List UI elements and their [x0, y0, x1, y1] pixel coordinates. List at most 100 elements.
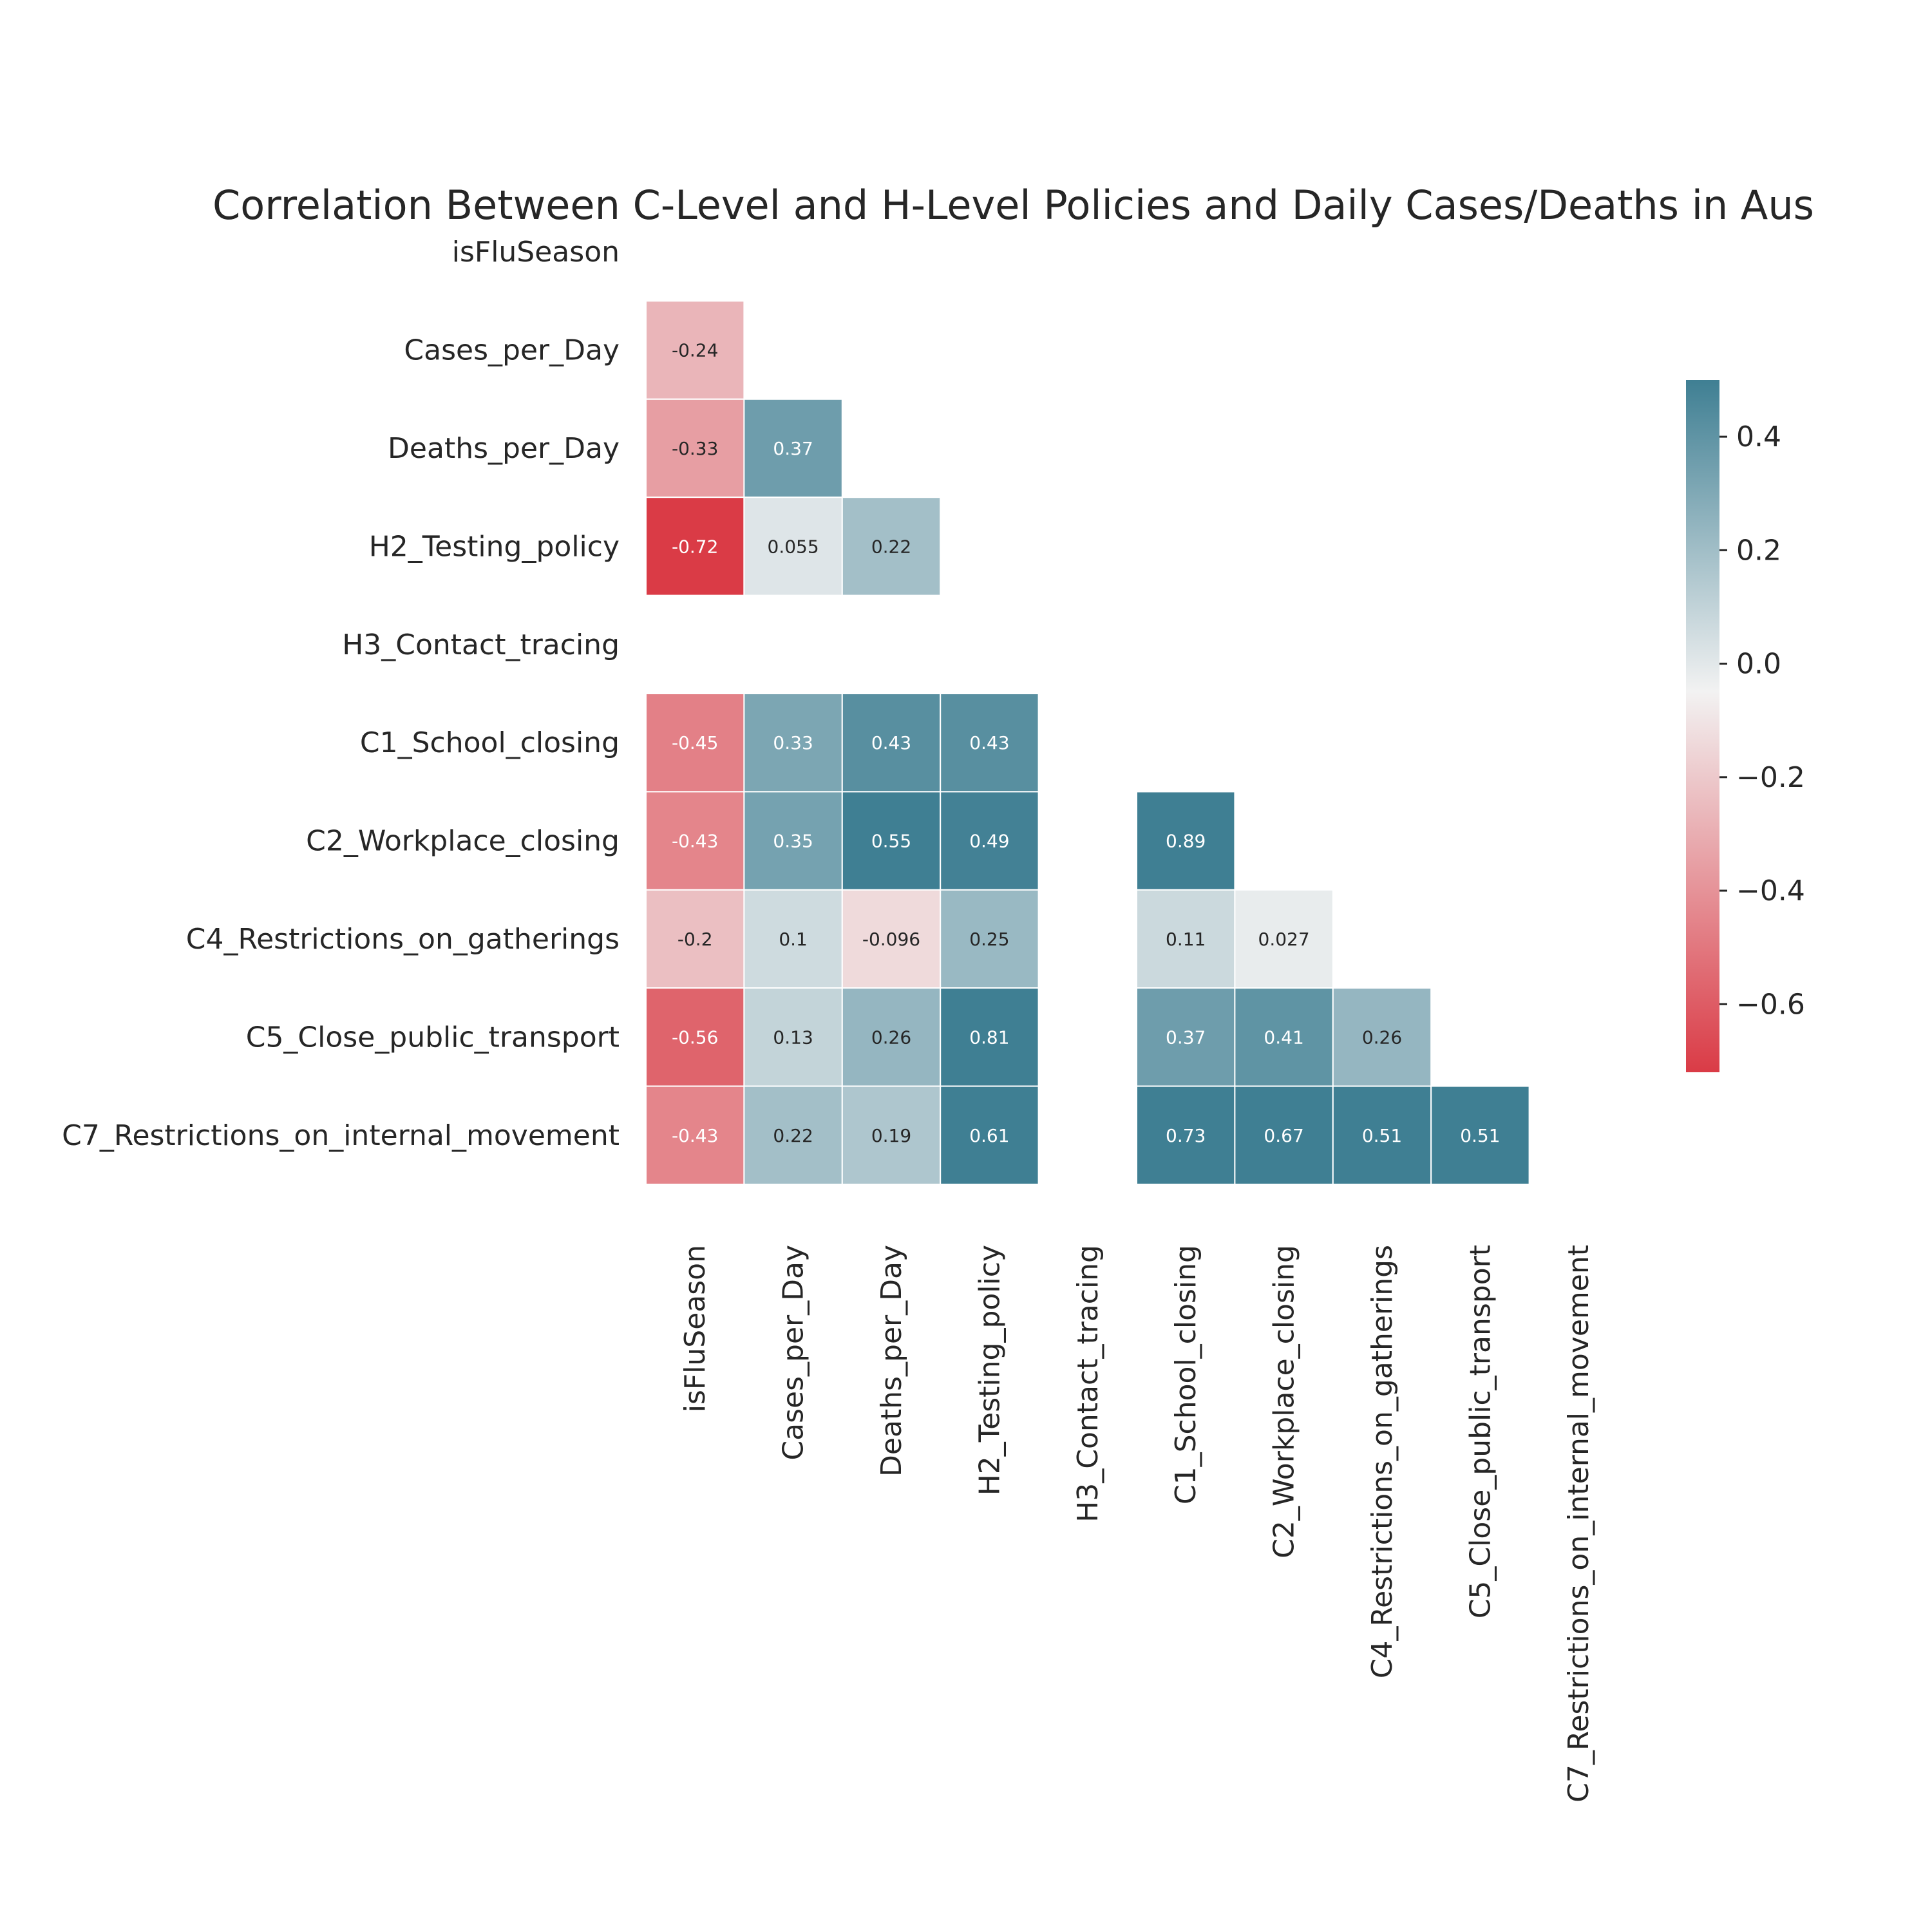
- heatmap-cells: [645, 300, 1530, 1185]
- cell-value-label: 0.25: [969, 929, 1009, 950]
- y-tick-label: Cases_per_Day: [404, 334, 620, 367]
- cell-value-label: 0.49: [969, 831, 1009, 852]
- heatmap-cell: [645, 398, 745, 498]
- colorbar-tick-label: 0.4: [1736, 421, 1781, 453]
- cell-value-label: 0.33: [773, 732, 813, 753]
- heatmap-cell: [743, 987, 843, 1087]
- heatmap-cell: [743, 693, 843, 793]
- cell-value-label: 0.22: [871, 536, 911, 557]
- cell-value-label: -0.24: [672, 340, 718, 361]
- heatmap-cell: [841, 791, 942, 891]
- heatmap-cell: [743, 497, 843, 596]
- cell-value-label: 0.89: [1166, 831, 1206, 852]
- cell-value-label: 0.43: [969, 732, 1009, 753]
- heatmap-cell: [1234, 1085, 1334, 1185]
- heatmap-cell: [645, 497, 745, 596]
- y-tick-label: isFluSeason: [452, 236, 620, 269]
- x-tick-label: C4_Restrictions_on_gatherings: [1366, 1245, 1399, 1678]
- cell-value-label: -0.45: [672, 732, 718, 753]
- cell-value-label: 0.055: [768, 536, 819, 557]
- cell-value-label: 0.41: [1264, 1027, 1303, 1048]
- cell-value-label: 0.35: [773, 831, 813, 852]
- y-tick-label: H3_Contact_tracing: [342, 629, 620, 661]
- heatmap-cell: [940, 889, 1039, 989]
- cell-value-label: -0.56: [672, 1027, 718, 1048]
- heatmap-cell: [940, 791, 1039, 891]
- cell-value-label: 0.55: [871, 831, 911, 852]
- y-tick-label: C5_Close_public_transport: [246, 1021, 620, 1054]
- x-tick-label: C2_Workplace_closing: [1268, 1245, 1301, 1558]
- y-tick-label: C7_Restrictions_on_internal_movement: [62, 1119, 620, 1152]
- cell-value-label: 0.11: [1166, 929, 1206, 950]
- colorbar-tick-label: −0.6: [1736, 988, 1805, 1021]
- heatmap-cell: [1332, 987, 1432, 1087]
- y-tick-label: Deaths_per_Day: [388, 432, 620, 465]
- cell-value-label: 0.51: [1362, 1125, 1402, 1146]
- cell-value-label: 0.13: [773, 1027, 813, 1048]
- cell-value-label: -0.33: [672, 438, 718, 459]
- heatmap-cell: [1234, 987, 1334, 1087]
- cell-value-label: 0.81: [969, 1027, 1009, 1048]
- heatmap-cell: [841, 1085, 942, 1185]
- x-axis-tick-labels: isFluSeason Cases_per_Day Deaths_per_Day H2…: [679, 1245, 1595, 1803]
- colorbar-tick-label: −0.4: [1736, 875, 1805, 907]
- colorbar-tick-label: −0.2: [1736, 761, 1805, 794]
- cell-value-label: 0.51: [1460, 1125, 1500, 1146]
- y-tick-label: C1_School_closing: [360, 726, 620, 759]
- cell-value-label: 0.61: [969, 1125, 1009, 1146]
- heatmap-cell-labels: -0.24 -0.33 0.37 -0.72 0.055 0.22 -0.45 0.33 0.4…: [672, 340, 1501, 1146]
- colorbar: 0.4 0.2 0.0 −0.2 −0.4 −0.6: [1686, 380, 1805, 1072]
- heatmap-cell: [645, 987, 745, 1087]
- heatmap-cell: [841, 889, 942, 989]
- heatmap-cell: [743, 889, 843, 989]
- heatmap-cell: [1430, 1085, 1530, 1185]
- y-tick-label: C2_Workplace_closing: [306, 825, 620, 858]
- x-tick-label: H3_Contact_tracing: [1072, 1245, 1104, 1522]
- heatmap-cell: [1136, 791, 1236, 891]
- cell-value-label: 0.73: [1166, 1125, 1206, 1146]
- colorbar-tick-label: 0.0: [1736, 648, 1781, 681]
- cell-value-label: 0.26: [871, 1027, 911, 1048]
- x-tick-label: C5_Close_public_transport: [1464, 1245, 1497, 1618]
- colorbar-ticks: 0.4 0.2 0.0 −0.2 −0.4 −0.6: [1719, 421, 1805, 1021]
- heatmap-cell: [841, 497, 942, 596]
- x-tick-label: C1_School_closing: [1170, 1245, 1202, 1504]
- heatmap-cell: [645, 1085, 745, 1185]
- cell-value-label: -0.72: [672, 536, 718, 557]
- cell-value-label: 0.027: [1258, 929, 1310, 950]
- x-tick-label: H2_Testing_policy: [973, 1245, 1006, 1495]
- cell-value-label: -0.2: [677, 929, 713, 950]
- cell-value-label: 0.67: [1264, 1125, 1303, 1146]
- heatmap-cell: [940, 1085, 1039, 1185]
- colorbar-tick-label: 0.2: [1736, 534, 1781, 567]
- x-tick-label: isFluSeason: [679, 1245, 712, 1412]
- y-tick-label: H2_Testing_policy: [369, 530, 620, 563]
- heatmap-cell: [645, 300, 745, 400]
- cell-value-label: 0.26: [1362, 1027, 1402, 1048]
- cell-value-label: 0.37: [1166, 1027, 1206, 1048]
- cell-value-label: -0.43: [672, 1125, 718, 1146]
- cell-value-label: -0.43: [672, 831, 718, 852]
- cell-value-label: 0.22: [773, 1125, 813, 1146]
- chart-title: Correlation Between C-Level and H-Level …: [213, 182, 1814, 229]
- heatmap-cell: [1136, 889, 1236, 989]
- heatmap-cell: [940, 987, 1039, 1087]
- heatmap-cell: [940, 693, 1039, 793]
- y-axis-tick-labels: isFluSeason Cases_per_Day Deaths_per_Day H2…: [62, 236, 620, 1152]
- heatmap-cell: [743, 398, 843, 498]
- cell-value-label: -0.096: [862, 929, 920, 950]
- x-tick-label: Cases_per_Day: [777, 1245, 810, 1461]
- cell-value-label: 0.37: [773, 438, 813, 459]
- cell-value-label: 0.19: [871, 1125, 911, 1146]
- heatmap-cell: [743, 791, 843, 891]
- y-tick-label: C4_Restrictions_on_gatherings: [186, 923, 620, 956]
- heatmap-cell: [1234, 889, 1334, 989]
- x-tick-label: C7_Restrictions_on_internal_movement: [1562, 1245, 1595, 1803]
- heatmap-cell: [1332, 1085, 1432, 1185]
- x-tick-label: Deaths_per_Day: [875, 1245, 908, 1477]
- colorbar-gradient: [1686, 380, 1719, 1072]
- heatmap-cell: [645, 889, 745, 989]
- cell-value-label: 0.43: [871, 732, 911, 753]
- cell-value-label: 0.1: [779, 929, 808, 950]
